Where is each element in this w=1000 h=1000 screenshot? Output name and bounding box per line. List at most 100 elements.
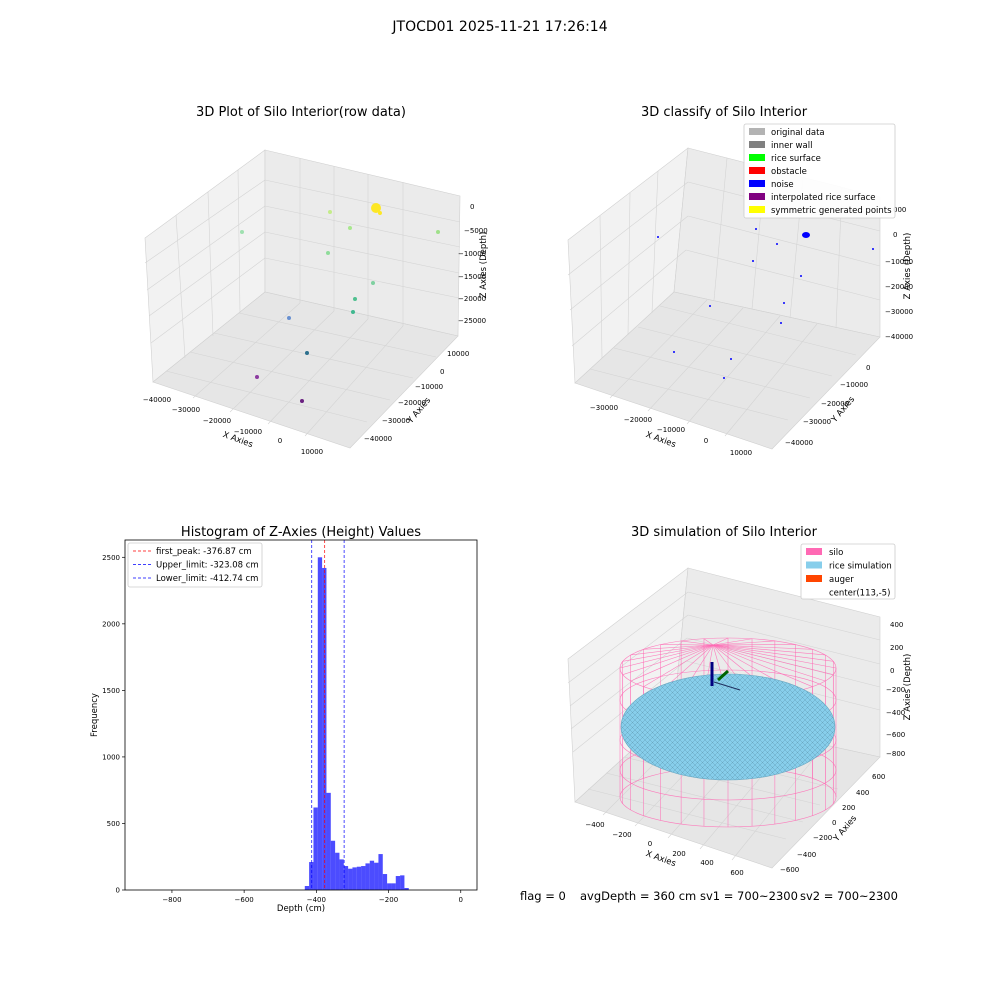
silo-top-spoke: [630, 644, 714, 656]
classify-3d-points: [657, 228, 874, 379]
simulation-3d-x-tick: −200: [612, 831, 631, 839]
raw-3d-floor-pane: [152, 291, 459, 449]
panel-simulation-3d: 3D simulation of Silo Interior: [567, 525, 913, 877]
histogram-x-ticks: −800 −600 −400 −200 0: [162, 890, 463, 904]
histogram-x-tick: −600: [235, 896, 254, 904]
classify-3d-legend-entries: original data inner wall rice surface obsta…: [749, 128, 892, 216]
classify-3d-legend-swatch: [749, 206, 765, 213]
classify-3d-z-tick: −40000: [885, 333, 913, 341]
histogram-y-tick: 2500: [102, 554, 120, 562]
auger-arm-dark: [713, 681, 741, 691]
classify-3d-noise-point: [673, 351, 675, 353]
raw-3d-point: [348, 226, 352, 230]
classify-3d-legend-swatch: [749, 180, 765, 187]
histogram-x-tick: −400: [307, 896, 326, 904]
simulation-3d-x-tick: −400: [585, 821, 604, 829]
classify-3d-z-tick: 000: [893, 206, 906, 214]
classify-3d-legend-frame: [743, 123, 896, 219]
status-flag: flag = 0: [520, 889, 566, 903]
histogram-y-tick: 2000: [102, 620, 120, 628]
histogram-bar: [378, 854, 383, 890]
silo-top-spoke: [619, 644, 714, 669]
histogram-bar: [322, 567, 327, 890]
simulation-3d-legend-entries: silo rice simulation auger center(113,-5): [806, 548, 892, 599]
silo-top-spoke: [712, 644, 826, 656]
histogram-bar: [317, 557, 323, 890]
classify-3d-x-tick: 10000: [730, 449, 752, 457]
raw-3d-point: [287, 316, 291, 320]
raw-3d-point: [300, 399, 304, 403]
histogram-legend-entries: first_peak: -376.87 cm Upper_limit: -323.…: [133, 547, 259, 584]
histogram-legend-label: first_peak: -376.87 cm: [156, 547, 252, 557]
raw-3d-z-tick: −25000: [458, 317, 486, 325]
simulation-3d-title: 3D simulation of Silo Interior: [631, 525, 818, 540]
panel-histogram: Histogram of Z-Axies (Height) Values −80…: [90, 525, 478, 914]
classify-3d-legend-swatch: [749, 167, 765, 174]
classify-3d-noise-point: [723, 377, 725, 379]
classify-3d-noise-point: [709, 305, 711, 307]
classify-3d-x-tick: 0: [704, 437, 708, 445]
simulation-3d-x-tick: 400: [700, 859, 713, 867]
classify-3d-legend-label: symmetric generated points: [771, 206, 892, 216]
simulation-3d-x-tick: 600: [730, 869, 743, 877]
raw-3d-point: [240, 230, 244, 234]
raw-3d-x-tick: −30000: [172, 406, 200, 414]
simulation-3d-legend-label: center(113,-5): [829, 589, 890, 599]
raw-3d-x-tick: 10000: [301, 448, 323, 456]
histogram-y-ticks: 0 500 1000 1500 2000 2500: [102, 554, 125, 895]
raw-3d-point: [305, 351, 309, 355]
simulation-3d-z-tick: 0: [890, 667, 894, 675]
raw-3d-y-tick: −30000: [382, 417, 410, 425]
histogram-plot-area: [125, 540, 477, 890]
histogram-legend-label: Lower_limit: -412.74 cm: [156, 574, 258, 584]
classify-3d-noise-point: [800, 275, 802, 277]
raw-3d-y-tick: 0: [440, 368, 444, 376]
histogram-bar: [313, 807, 318, 890]
silo-top-spoke: [712, 644, 826, 682]
histogram-bar: [369, 860, 375, 890]
figure-title: JTOCD01 2025-11-21 17:26:14: [391, 19, 607, 35]
simulation-3d-legend: silo rice simulation auger center(113,-5): [800, 543, 896, 600]
classify-3d-y-tick: 0: [866, 364, 870, 372]
histogram-bar: [356, 866, 362, 890]
classify-3d-z-tick: 0: [893, 231, 897, 239]
raw-3d-z-label: Z Axies (Depth): [479, 232, 489, 299]
raw-3d-gridlines: [144, 158, 461, 437]
raw-3d-point: [378, 211, 382, 215]
classify-3d-noise-point: [872, 248, 874, 250]
histogram-bar: [309, 862, 314, 890]
classify-3d-noise-point: [776, 243, 778, 245]
panel-classify-3d: 3D classify of Silo Interior: [567, 105, 913, 457]
classify-3d-legend-swatch: [749, 154, 765, 161]
raw-3d-y-tick: −20000: [398, 399, 426, 407]
silo-top-spoke: [712, 644, 813, 687]
raw-3d-yellow-cluster: [371, 203, 381, 213]
histogram-bar: [400, 875, 405, 890]
histogram-y-label: Frequency: [90, 693, 100, 737]
classify-3d-legend-label: original data: [771, 128, 825, 138]
raw-3d-z-tick: 0: [470, 203, 474, 211]
simulation-3d-x-tick: 0: [648, 840, 652, 848]
histogram-bar: [335, 852, 340, 890]
classify-3d-y-tick: −30000: [803, 418, 831, 426]
histogram-bar: [330, 840, 336, 890]
simulation-3d-legend-swatch: [806, 575, 822, 582]
raw-3d-point: [326, 251, 330, 255]
histogram-y-tick: 1000: [102, 753, 120, 761]
raw-3d-point: [436, 230, 440, 234]
silo-top-spoke: [712, 638, 753, 646]
classify-3d-floor-pane: [574, 291, 881, 450]
silo-top-spoke: [712, 644, 834, 662]
raw-3d-y-tick: −10000: [415, 383, 443, 391]
silo-top-spoke: [703, 638, 714, 646]
histogram-bar: [391, 883, 396, 890]
simulation-3d-z-tick: −400: [886, 709, 905, 717]
histogram-bars: [304, 557, 409, 890]
raw-3d-title: 3D Plot of Silo Interior(row data): [196, 105, 406, 120]
simulation-3d-z-tick: 200: [890, 644, 903, 652]
classify-3d-legend-swatch: [749, 193, 765, 200]
histogram-bar: [339, 859, 344, 890]
histogram-y-tick: 500: [107, 820, 120, 828]
classify-3d-legend-label: interpolated rice surface: [771, 193, 876, 203]
